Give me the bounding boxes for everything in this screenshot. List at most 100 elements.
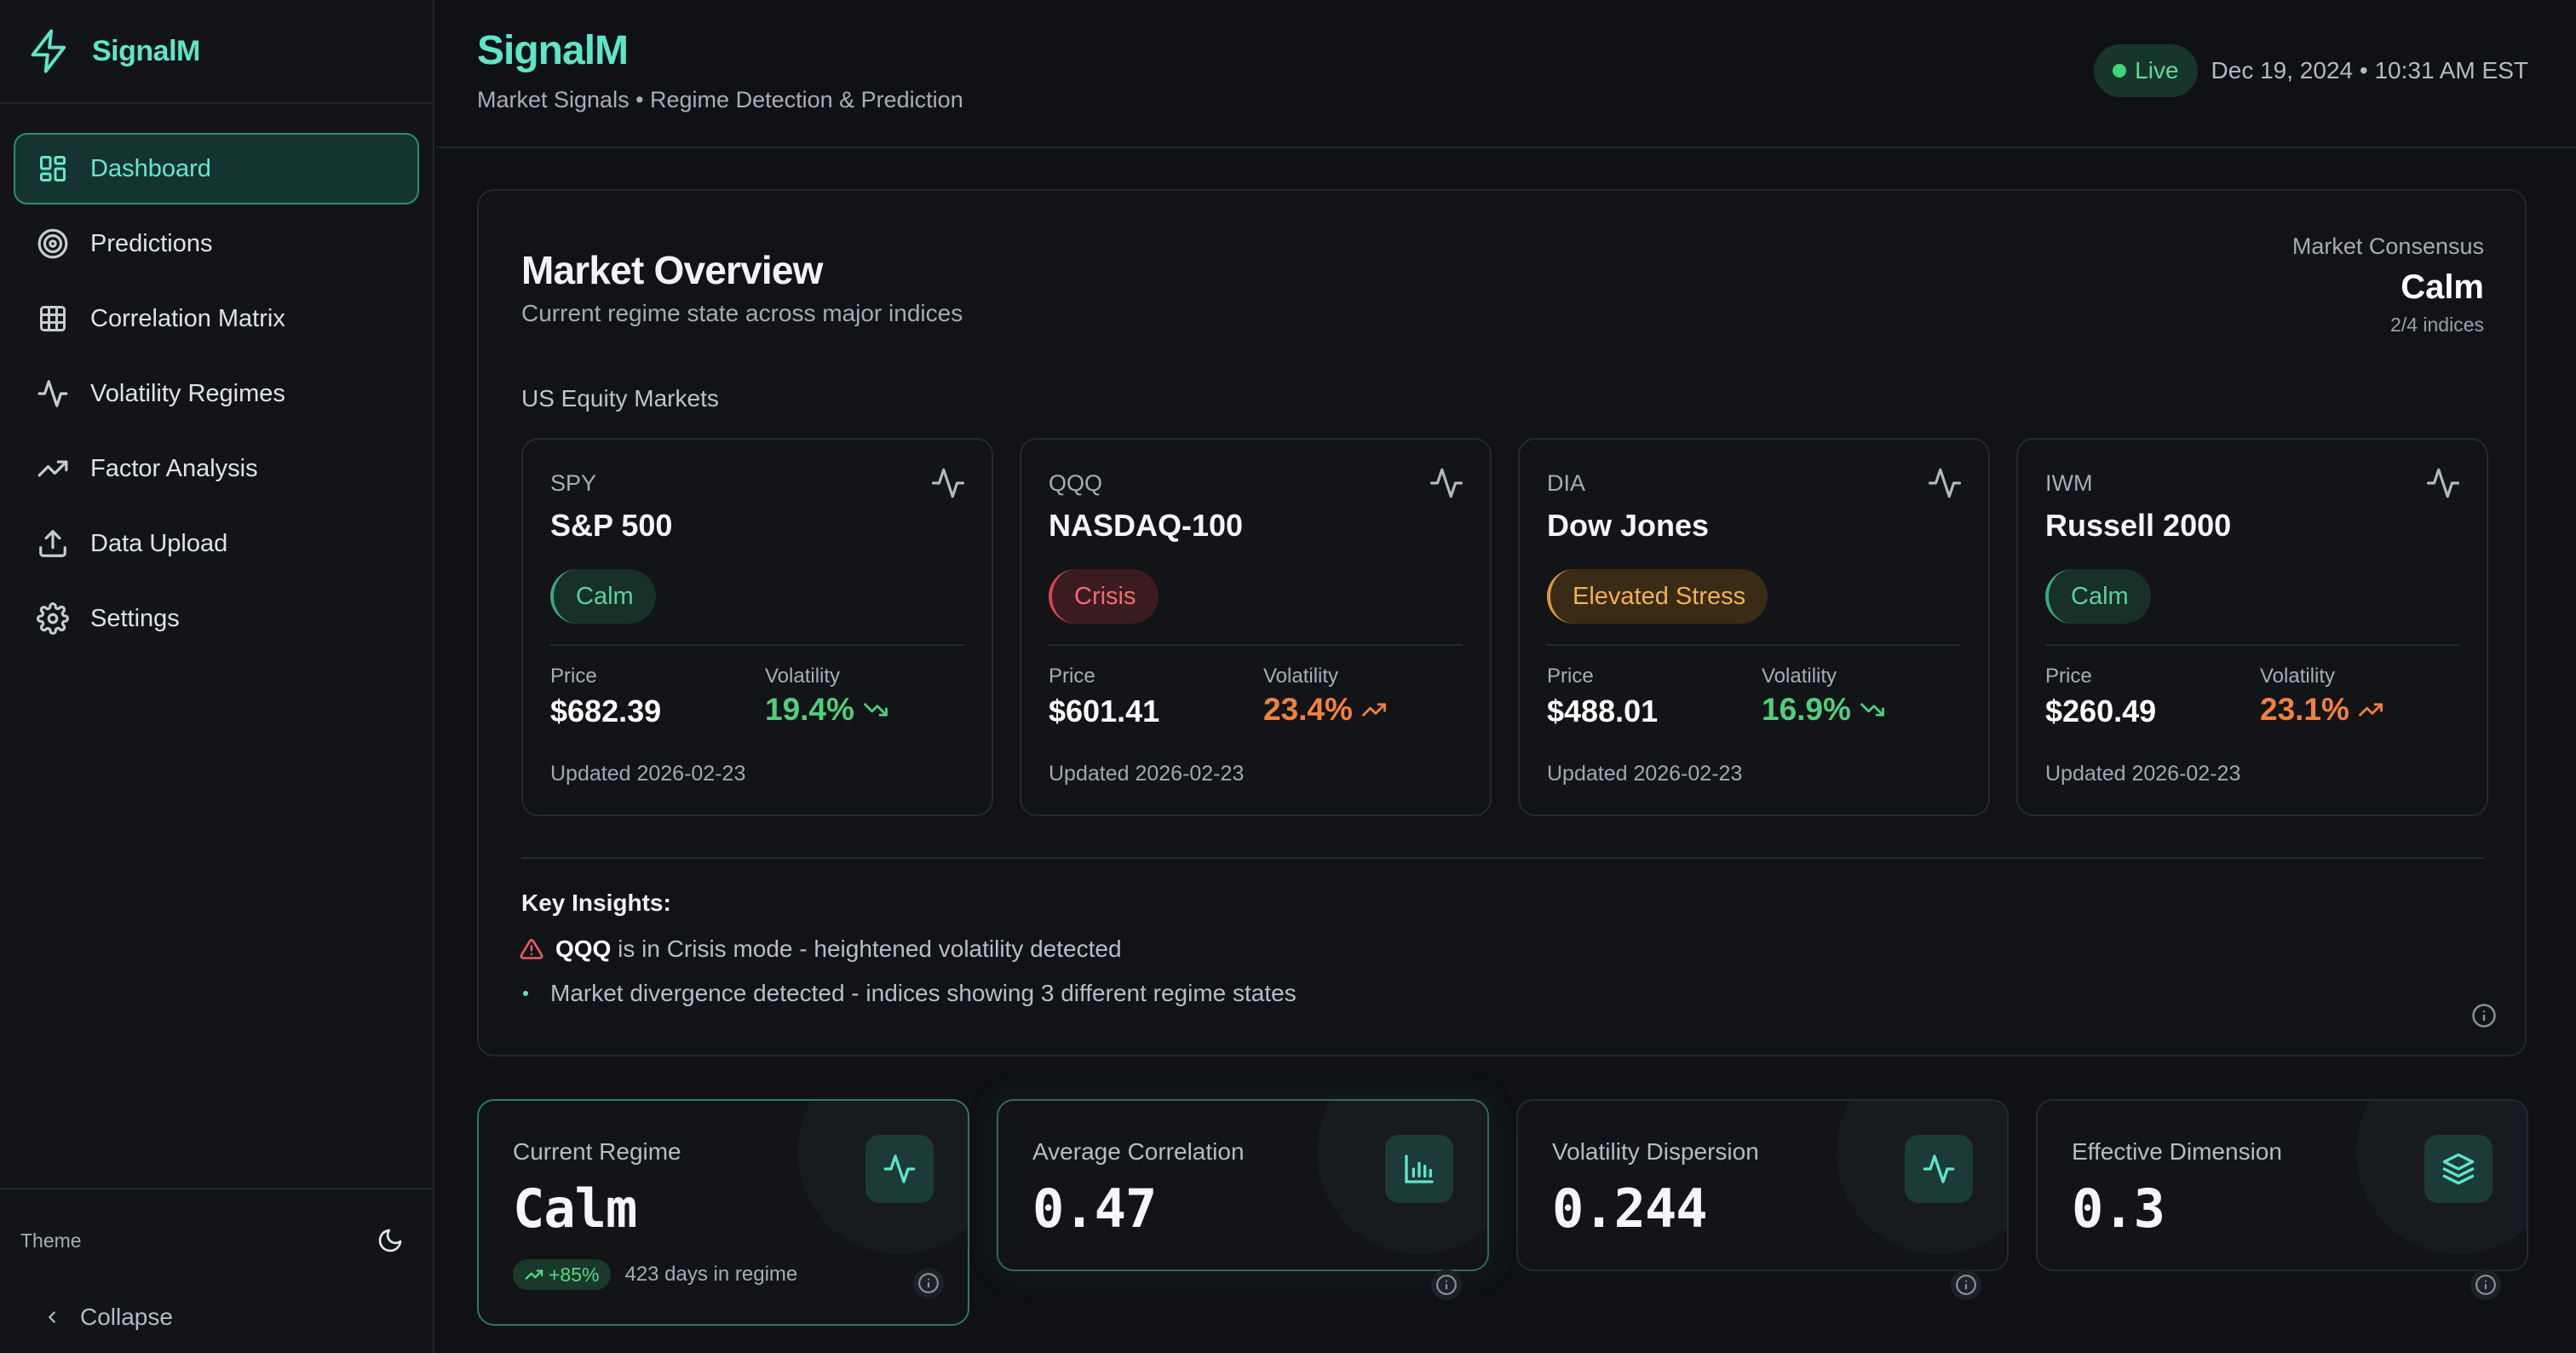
pulse-icon bbox=[1905, 1135, 1973, 1203]
pulse-icon bbox=[865, 1135, 934, 1203]
theme-label: Theme bbox=[20, 1229, 82, 1252]
page-subtitle: Market Signals • Regime Detection & Pred… bbox=[477, 87, 963, 112]
sidebar-item-dashboard[interactable]: Dashboard bbox=[14, 133, 419, 204]
sidebar-item-data-upload[interactable]: Data Upload bbox=[14, 508, 419, 579]
sidebar-item-factor-analysis[interactable]: Factor Analysis bbox=[14, 433, 419, 504]
sidebar-item-label: Predictions bbox=[90, 229, 213, 257]
divider bbox=[2045, 644, 2459, 646]
trending-up-icon bbox=[36, 452, 70, 486]
info-icon[interactable] bbox=[1431, 1270, 1462, 1300]
price-value: $682.39 bbox=[550, 694, 662, 728]
trending-up-icon bbox=[525, 1265, 543, 1284]
market-overview-card: Market Overview Current regime state acr… bbox=[477, 189, 2527, 1056]
info-icon[interactable] bbox=[2470, 1270, 2501, 1300]
price-label: Price bbox=[1049, 665, 1095, 688]
stat-card-effective-dimension[interactable]: Effective Dimension 0.3 bbox=[2036, 1099, 2528, 1271]
sidebar-item-label: Correlation Matrix bbox=[90, 304, 285, 332]
bar-chart-icon bbox=[1385, 1135, 1453, 1203]
stat-value: 0.3 bbox=[2072, 1177, 2165, 1240]
updated-date: Updated 2026-02-23 bbox=[1547, 762, 1743, 786]
consensus-value: Calm bbox=[2401, 268, 2484, 306]
bullet-icon bbox=[523, 991, 528, 996]
info-icon[interactable] bbox=[913, 1268, 944, 1298]
stat-card-current-regime[interactable]: Current Regime Calm +85% 423 days in reg… bbox=[477, 1099, 969, 1326]
target-icon bbox=[36, 227, 70, 261]
price-value: $488.01 bbox=[1547, 694, 1659, 728]
layers-icon bbox=[2424, 1135, 2493, 1203]
sidebar-item-correlation-matrix[interactable]: Correlation Matrix bbox=[14, 283, 419, 354]
stat-label: Volatility Dispersion bbox=[1552, 1138, 1759, 1165]
volatility-number: 23.4% bbox=[1263, 692, 1353, 727]
regime-badge: Crisis bbox=[1049, 569, 1159, 624]
index-card-iwm[interactable]: IWM Russell 2000 Calm Price $260.49 Vola… bbox=[2016, 438, 2488, 816]
group-label: US Equity Markets bbox=[521, 385, 719, 412]
divider bbox=[1547, 644, 1961, 646]
collapse-button[interactable]: Collapse bbox=[43, 1304, 173, 1331]
volatility-label: Volatility bbox=[1762, 665, 1837, 688]
insights-title: Key Insights: bbox=[521, 890, 671, 916]
overview-title: Market Overview bbox=[521, 248, 823, 292]
stat-label: Effective Dimension bbox=[2072, 1138, 2282, 1165]
market-consensus: Market Consensus Calm 2/4 indices bbox=[2292, 233, 2484, 337]
sidebar-item-volatility-regimes[interactable]: Volatility Regimes bbox=[14, 358, 419, 429]
header-datetime: Dec 19, 2024 • 10:31 AM EST bbox=[2211, 57, 2528, 83]
insight-message: is in Crisis mode - heightened volatilit… bbox=[611, 936, 1122, 962]
index-ticker: DIA bbox=[1547, 470, 1586, 496]
stat-label: Average Correlation bbox=[1032, 1138, 1245, 1165]
index-ticker: SPY bbox=[550, 470, 597, 496]
index-card-spy[interactable]: SPY S&P 500 Calm Price $682.39 Volatilit… bbox=[521, 438, 993, 816]
moon-icon[interactable] bbox=[377, 1227, 404, 1254]
pulse-icon bbox=[930, 465, 966, 501]
sidebar-nav: Dashboard Predictions Correlation Matrix bbox=[0, 104, 433, 654]
info-icon[interactable] bbox=[2467, 999, 2501, 1033]
pulse-icon bbox=[1927, 465, 1963, 501]
consensus-label: Market Consensus bbox=[2291, 233, 2484, 259]
sidebar-item-settings[interactable]: Settings bbox=[14, 583, 419, 654]
live-label: Live bbox=[2135, 57, 2179, 83]
index-card-dia[interactable]: DIA Dow Jones Elevated Stress Price $488… bbox=[1518, 438, 1990, 816]
divider bbox=[1049, 644, 1463, 646]
price-label: Price bbox=[1547, 665, 1594, 688]
stat-card-volatility-dispersion[interactable]: Volatility Dispersion 0.244 bbox=[1516, 1099, 2009, 1271]
index-card-qqq[interactable]: QQQ NASDAQ-100 Crisis Price $601.41 Vola… bbox=[1020, 438, 1492, 816]
sidebar-item-label: Volatility Regimes bbox=[90, 379, 285, 407]
warning-triangle-icon bbox=[520, 937, 543, 961]
sidebar: SignalM Dashboard Predictions bbox=[0, 0, 434, 1353]
trending-up-icon bbox=[2358, 697, 2383, 723]
sidebar-item-predictions[interactable]: Predictions bbox=[14, 208, 419, 279]
page-title: SignalM bbox=[477, 28, 629, 73]
volatility-value: 23.4% bbox=[1263, 692, 1387, 728]
volatility-value: 23.1% bbox=[2260, 692, 2383, 728]
price-label: Price bbox=[550, 665, 597, 688]
trending-down-icon bbox=[863, 697, 888, 723]
lightning-bolt-icon bbox=[27, 27, 72, 75]
stat-value: 0.244 bbox=[1552, 1177, 1708, 1240]
volatility-value: 19.4% bbox=[765, 692, 888, 728]
regime-trend: +85% 423 days in regime bbox=[513, 1259, 797, 1290]
volatility-value: 16.9% bbox=[1762, 692, 1885, 728]
trend-value: +85% bbox=[549, 1263, 600, 1286]
insight-ticker: QQQ bbox=[555, 936, 612, 962]
volatility-label: Volatility bbox=[2260, 665, 2336, 688]
volatility-number: 23.1% bbox=[2260, 692, 2349, 727]
sidebar-item-label: Dashboard bbox=[90, 154, 211, 182]
divider bbox=[521, 857, 2484, 859]
index-name: Dow Jones bbox=[1547, 508, 1710, 543]
trending-down-icon bbox=[1860, 697, 1885, 723]
pulse-icon bbox=[2425, 465, 2461, 501]
brand[interactable]: SignalM bbox=[0, 0, 433, 104]
stat-value: Calm bbox=[513, 1177, 637, 1240]
regime-badge: Calm bbox=[2045, 569, 2151, 624]
theme-row: Theme bbox=[20, 1227, 404, 1254]
stat-label: Current Regime bbox=[513, 1138, 681, 1165]
regime-badge: Calm bbox=[550, 569, 656, 624]
header: SignalM Market Signals • Regime Detectio… bbox=[436, 0, 2576, 148]
price-value: $260.49 bbox=[2045, 694, 2157, 728]
chevron-left-icon bbox=[43, 1308, 61, 1327]
stat-value: 0.47 bbox=[1032, 1177, 1157, 1240]
overview-subtitle: Current regime state across major indice… bbox=[521, 300, 963, 326]
info-icon[interactable] bbox=[1951, 1270, 1981, 1300]
stat-card-average-correlation[interactable]: Average Correlation 0.47 bbox=[997, 1099, 1489, 1271]
volatility-number: 16.9% bbox=[1762, 692, 1851, 727]
trending-up-icon bbox=[1361, 697, 1387, 723]
